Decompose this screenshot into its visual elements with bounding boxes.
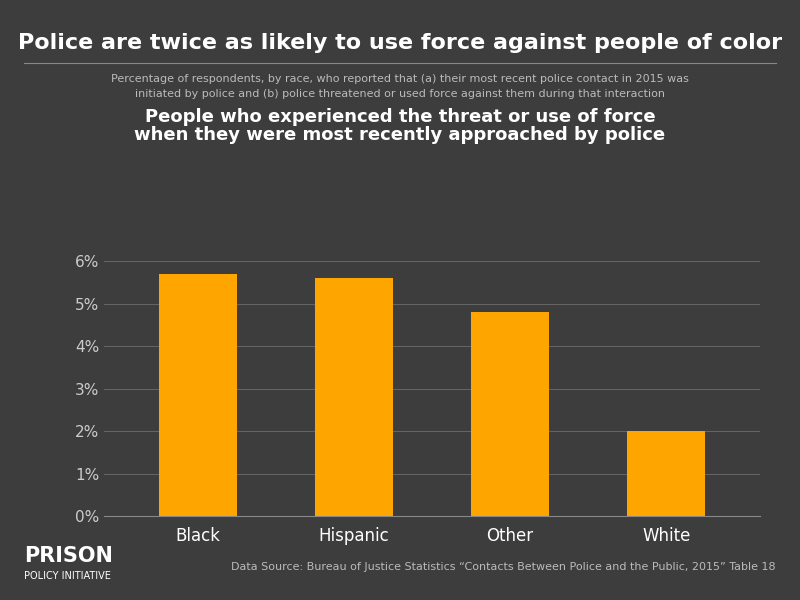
Text: POLICY INITIATIVE: POLICY INITIATIVE [24,571,111,581]
Text: when they were most recently approached by police: when they were most recently approached … [134,126,666,144]
Text: People who experienced the threat or use of force: People who experienced the threat or use… [145,108,655,126]
Text: Police are twice as likely to use force against people of color: Police are twice as likely to use force … [18,33,782,53]
Bar [627,431,706,516]
Bar [315,278,393,516]
Text: Data Source: Bureau of Justice Statistics “Contacts Between Police and the Publi: Data Source: Bureau of Justice Statistic… [231,562,776,572]
Text: PRISON: PRISON [24,546,113,566]
Bar [158,274,237,516]
Text: initiated by police and (b) police threatened or used force against them during : initiated by police and (b) police threa… [135,89,665,99]
Bar [471,312,549,516]
Text: Percentage of respondents, by race, who reported that (a) their most recent poli: Percentage of respondents, by race, who … [111,74,689,84]
